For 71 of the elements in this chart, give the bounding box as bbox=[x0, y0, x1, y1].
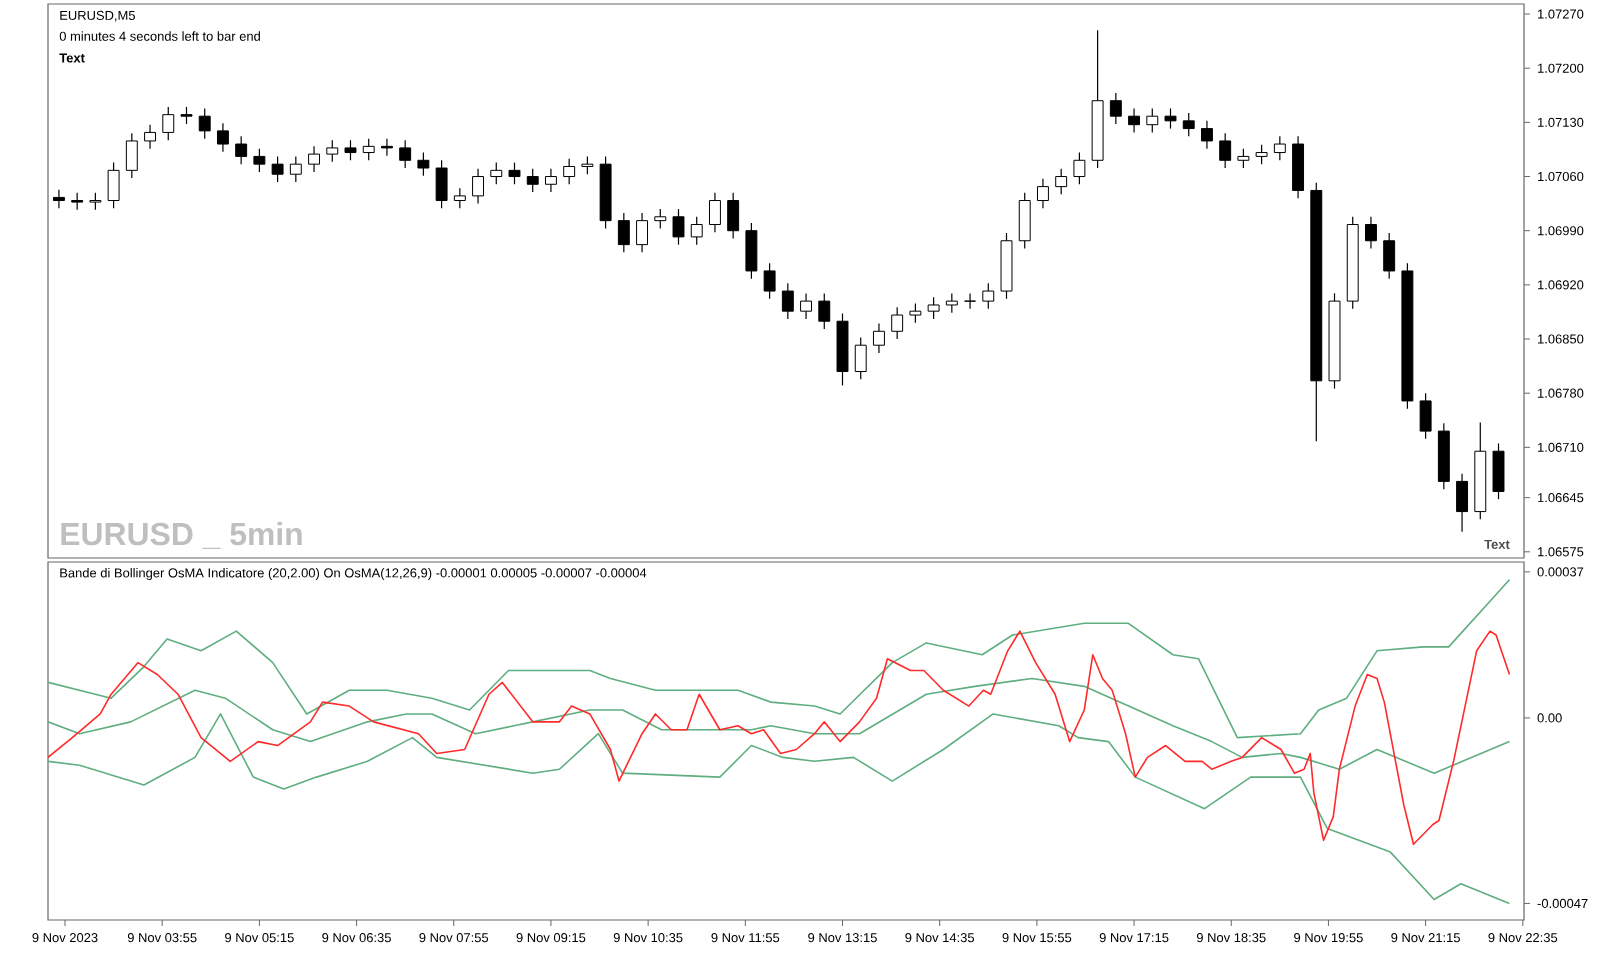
candlestick bbox=[162, 106, 175, 141]
candlestick bbox=[271, 155, 284, 183]
candlestick bbox=[563, 158, 576, 185]
candlestick bbox=[1146, 107, 1159, 134]
candlestick bbox=[1219, 132, 1232, 169]
candlestick bbox=[1419, 392, 1432, 440]
candlestick bbox=[1237, 148, 1250, 169]
candlestick bbox=[326, 139, 339, 163]
line-series bbox=[48, 630, 1511, 846]
candlestick bbox=[1018, 192, 1031, 250]
candlestick bbox=[1036, 178, 1049, 209]
candlestick bbox=[945, 292, 958, 314]
candlestick bbox=[216, 122, 229, 153]
candlestick bbox=[745, 222, 758, 280]
candlestick bbox=[818, 292, 831, 330]
candlestick bbox=[544, 168, 557, 193]
candlestick bbox=[1109, 92, 1122, 125]
candlestick bbox=[380, 138, 393, 157]
candlestick bbox=[198, 107, 211, 140]
candlestick bbox=[526, 168, 539, 193]
candlestick bbox=[927, 296, 940, 320]
candlestick bbox=[690, 216, 703, 246]
candlestick bbox=[362, 138, 375, 161]
candlestick bbox=[1456, 473, 1469, 533]
candlestick bbox=[1182, 112, 1195, 137]
candlestick bbox=[964, 292, 977, 310]
candlestick bbox=[1055, 168, 1068, 195]
candlestick bbox=[1255, 144, 1268, 165]
candlestick bbox=[125, 132, 138, 179]
candlestick bbox=[490, 162, 503, 185]
candlestick bbox=[344, 139, 357, 161]
candlestick bbox=[1383, 232, 1396, 280]
candlestick bbox=[1364, 216, 1377, 250]
candlestick bbox=[508, 162, 521, 185]
candlestick bbox=[982, 282, 995, 310]
line-series bbox=[48, 578, 1511, 739]
candlestick bbox=[763, 262, 776, 300]
candlestick bbox=[617, 212, 630, 253]
candlestick bbox=[727, 192, 740, 240]
candlestick bbox=[453, 187, 466, 209]
annotation: EURUSD _ 5min bbox=[61, 521, 302, 549]
line-series bbox=[48, 713, 1511, 905]
candlestick bbox=[308, 145, 321, 173]
candlestick bbox=[1492, 442, 1505, 500]
candlestick bbox=[636, 212, 649, 253]
candlestick bbox=[909, 302, 922, 324]
candlestick bbox=[253, 148, 266, 173]
candlestick bbox=[52, 189, 65, 209]
candlestick bbox=[781, 282, 794, 320]
candlestick bbox=[417, 151, 430, 177]
candlestick bbox=[1164, 107, 1177, 130]
candlestick bbox=[654, 208, 667, 229]
candlestick bbox=[472, 168, 485, 205]
candlestick bbox=[435, 159, 448, 209]
candlestick bbox=[1292, 135, 1305, 199]
line-series bbox=[48, 677, 1511, 774]
candlestick bbox=[1200, 120, 1213, 150]
candlestick bbox=[289, 155, 302, 183]
candlestick bbox=[1073, 151, 1086, 185]
candlestick bbox=[107, 162, 120, 209]
candlestick bbox=[235, 135, 248, 165]
candlestick bbox=[144, 124, 157, 150]
candlestick bbox=[872, 322, 885, 354]
candlestick bbox=[1273, 135, 1286, 161]
candlestick bbox=[399, 139, 412, 169]
candlestick bbox=[800, 292, 813, 320]
candlestick bbox=[1128, 107, 1141, 134]
candlestick bbox=[708, 192, 721, 233]
candlestick bbox=[672, 208, 685, 246]
candlestick bbox=[891, 306, 904, 340]
candlestick bbox=[854, 336, 867, 380]
